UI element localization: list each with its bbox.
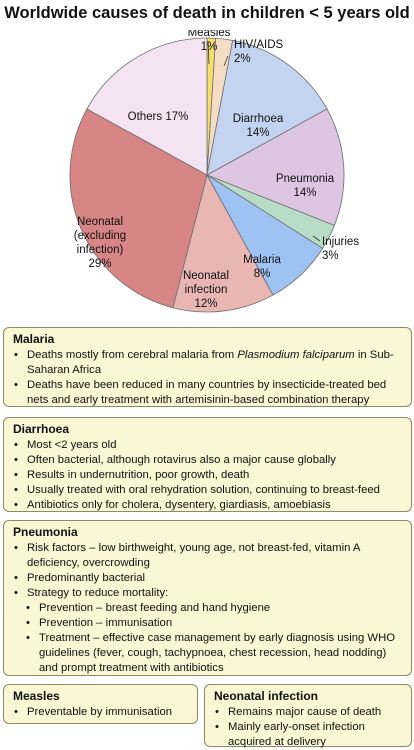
pneumonia-item: Strategy to reduce mortality: bbox=[13, 586, 403, 601]
pneumonia-item: Predominantly bacterial bbox=[13, 571, 403, 586]
measles-item: Preventable by immunisation bbox=[13, 705, 189, 720]
leader-line-hiv-aids bbox=[223, 55, 229, 67]
chart-title: Worldwide causes of death in children < … bbox=[4, 4, 410, 22]
diarrhoea-item: Often bacterial, although rotavirus also… bbox=[13, 453, 403, 468]
pie-slice-diarrhoea bbox=[206, 39, 328, 176]
slice-label-malaria: Malaria 8% bbox=[243, 254, 281, 280]
slice-label-measles: Measles 1% bbox=[188, 30, 231, 53]
leader-line-injuries bbox=[312, 235, 321, 242]
slice-label-neonatal-excluding-infection: Neonatal (excluding infection) 29% bbox=[74, 216, 126, 270]
diarrhoea-item: Results in undernutrition, poor growth, … bbox=[13, 468, 403, 483]
pneumonia-sub-item: Treatment – effective case management by… bbox=[13, 631, 403, 676]
measles-heading: Measles bbox=[13, 689, 60, 703]
diarrhoea-item: Usually treated with oral rehydration so… bbox=[13, 483, 403, 498]
neonatal-box: Neonatal infection Remains major cause o… bbox=[204, 684, 412, 750]
pie-slice-neonatal-excluding-infection bbox=[69, 108, 208, 309]
slice-label-pneumonia: Pneumonia 14% bbox=[276, 173, 335, 199]
malaria-item: Deaths have been reduced in many countri… bbox=[13, 378, 403, 408]
pneumonia-sub-item: Prevention – breast feeding and hand hyg… bbox=[13, 601, 403, 616]
leader-line-measles bbox=[207, 40, 210, 65]
neonatal-heading: Neonatal infection bbox=[214, 689, 319, 703]
diarrhoea-item: Most <2 years old bbox=[13, 438, 403, 453]
slice-label-injuries: Injuries 3% bbox=[322, 236, 359, 262]
pneumonia-sub-item: Prevention – immunisation bbox=[13, 616, 403, 631]
diarrhoea-item: Antibiotics only for cholera, dysentery,… bbox=[13, 498, 403, 513]
pie-slice-pneumonia bbox=[206, 108, 345, 226]
malaria-box: Malaria Deaths mostly from cerebral mala… bbox=[3, 327, 412, 407]
pneumonia-item: Risk factors – low birthweight, young ag… bbox=[13, 541, 403, 571]
slice-label-neonatal-infection: Neonatal infection 12% bbox=[183, 270, 229, 310]
diarrhoea-box: Diarrhoea Most <2 years old Often bacter… bbox=[3, 417, 412, 513]
malaria-item: Deaths mostly from cerebral malaria from… bbox=[13, 348, 403, 378]
diarrhoea-heading: Diarrhoea bbox=[13, 422, 70, 436]
malaria-heading: Malaria bbox=[13, 332, 55, 346]
pneumonia-heading: Pneumonia bbox=[13, 525, 78, 539]
pie-slice-others bbox=[86, 37, 208, 176]
measles-box: Measles Preventable by immunisation bbox=[3, 684, 198, 724]
pneumonia-box: Pneumonia Risk factors – low birthweight… bbox=[3, 520, 412, 676]
neonatal-item: Remains major cause of death bbox=[214, 705, 403, 720]
slice-label-others: Others 17% bbox=[128, 111, 189, 123]
pie-chart: Measles 1% HIV/AIDS 2% Diarrhoea 14% Pneumonia… bbox=[69, 30, 359, 313]
slice-label-hiv-aids: HIV/AIDS 2% bbox=[234, 39, 284, 65]
slice-label-diarrhoea: Diarrhoea 14% bbox=[233, 113, 284, 139]
neonatal-item: Mainly early-onset infection acquired at… bbox=[214, 720, 403, 750]
pie-slice-neonatal-infection bbox=[172, 173, 274, 313]
